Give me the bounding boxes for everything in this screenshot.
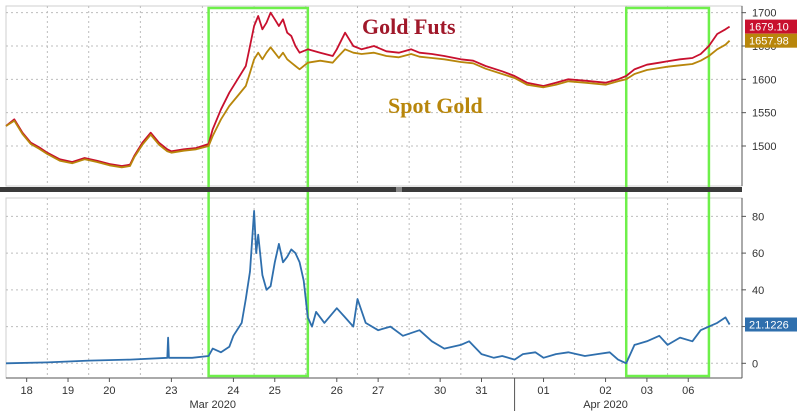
last-value-label-spread: 21.1226 [749, 320, 789, 332]
series-line-spot [5, 40, 731, 169]
x-tick-label: 31 [475, 385, 487, 397]
panel-frame [5, 5, 743, 187]
month-label: Apr 2020 [583, 399, 628, 411]
annotation-spot-gold: Spot Gold [388, 93, 483, 118]
last-value-box-spread [745, 317, 797, 332]
panel-divider [0, 187, 742, 192]
panel-divider-handle[interactable] [396, 187, 402, 192]
last-value-label-spot: 1657.98 [749, 36, 789, 48]
x-tick-label: 18 [21, 385, 33, 397]
x-tick-label: 06 [682, 385, 694, 397]
x-tick-label: 25 [269, 385, 281, 397]
y-tick-label: 80 [752, 211, 764, 223]
x-tick-label: 26 [331, 385, 343, 397]
x-tick-label: 19 [62, 385, 74, 397]
last-value-box-futs [745, 19, 797, 34]
month-label: Mar 2020 [189, 399, 235, 411]
last-value-box-spot [745, 33, 797, 48]
y-tick-label: 40 [752, 285, 764, 297]
x-tick-label: 23 [165, 385, 177, 397]
y-tick-label: 1700 [752, 8, 776, 20]
series-line-spread [5, 210, 731, 365]
y-tick-label: 0 [752, 358, 758, 370]
gridlines [5, 5, 743, 379]
value-labels: 1679.10 1657.98 21.1226 [745, 19, 797, 332]
y-tick-label: 1550 [752, 108, 776, 120]
x-tick-label: 01 [537, 385, 549, 397]
last-value-label-futs: 1679.10 [749, 22, 789, 34]
x-tick-label: 02 [599, 385, 611, 397]
y-tick-label: 1600 [752, 74, 776, 86]
x-tick-label: 30 [434, 385, 446, 397]
y-tick-label: 1500 [752, 141, 776, 153]
x-tick-label: 24 [227, 385, 239, 397]
panel-frame [5, 197, 743, 379]
y-tick-label: 60 [752, 248, 764, 260]
x-tick-label: 27 [372, 385, 384, 397]
x-tick-label: 20 [103, 385, 115, 397]
annotation-gold-futs: Gold Futs [362, 14, 456, 39]
axes: 1500155016001650170002040608018192023242… [0, 6, 776, 411]
x-tick-label: 03 [641, 385, 653, 397]
series-lines [5, 11, 731, 365]
